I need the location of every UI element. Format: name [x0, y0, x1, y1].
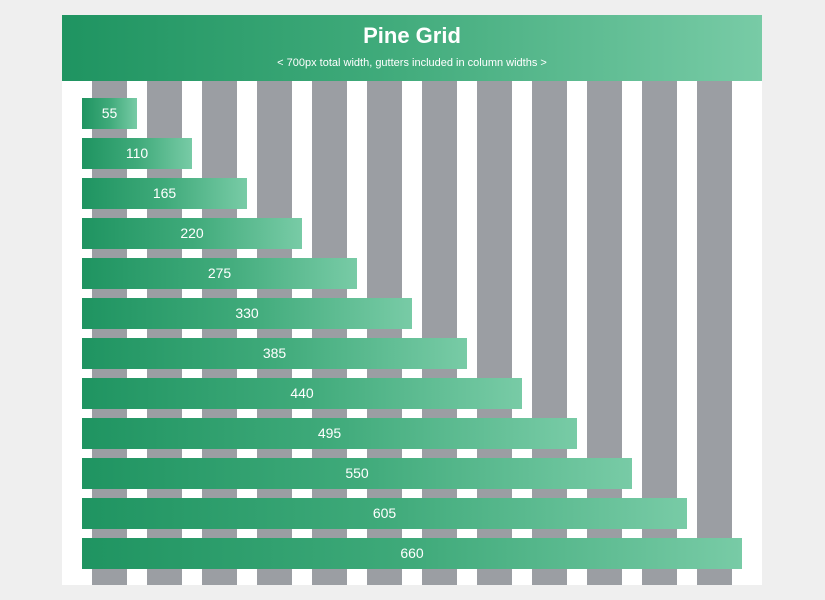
span-bar: 440	[82, 378, 522, 409]
span-bar: 550	[82, 458, 632, 489]
page-subtitle: < 700px total width, gutters included in…	[277, 57, 547, 69]
span-bar: 385	[82, 338, 467, 369]
span-bar: 330	[82, 298, 412, 329]
page-title: Pine Grid	[363, 23, 461, 48]
header-banner: Pine Grid < 700px total width, gutters i…	[62, 15, 762, 81]
span-bar: 220	[82, 218, 302, 249]
span-bar: 605	[82, 498, 687, 529]
column-grid: 55 110 165 220 275 330 385 440 495 550 605 660	[82, 81, 742, 585]
span-bar: 55	[82, 98, 137, 129]
span-bar: 660	[82, 538, 742, 569]
span-bar: 165	[82, 178, 247, 209]
span-bar: 110	[82, 138, 192, 169]
grid-panel: Pine Grid < 700px total width, gutters i…	[62, 15, 762, 585]
grid-column	[697, 81, 732, 585]
span-bar: 275	[82, 258, 357, 289]
span-bar: 495	[82, 418, 577, 449]
